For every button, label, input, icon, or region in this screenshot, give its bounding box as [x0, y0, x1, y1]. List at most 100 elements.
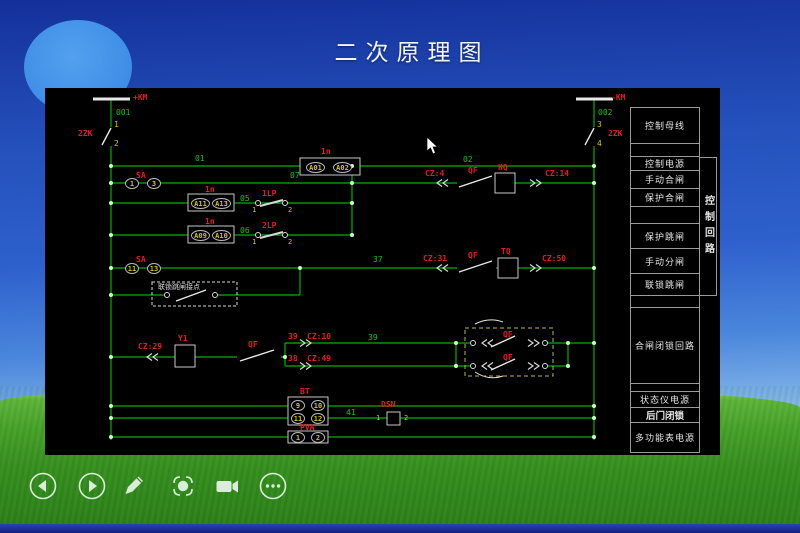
legend-row-manual-open: 手动分闸 — [630, 248, 700, 274]
terminal-number: 3 — [597, 120, 602, 129]
switch-symbols — [93, 97, 613, 379]
wire-number: 02 — [463, 155, 473, 164]
edit-button[interactable] — [117, 470, 149, 502]
device-label: 2ZK — [78, 129, 93, 138]
page-title: 二次原理图 — [334, 39, 490, 65]
more-button[interactable] — [257, 470, 289, 502]
wire-number: 07 — [290, 171, 300, 180]
terminal-number: 4 — [597, 139, 602, 148]
wire-number: 01 — [195, 154, 205, 163]
previous-button[interactable] — [27, 470, 59, 502]
connector-label: CZ:10 — [307, 332, 332, 341]
interlock-contact-box — [151, 281, 238, 307]
wire-number: 001 — [116, 108, 131, 117]
pencil-icon — [125, 476, 143, 494]
wire-number: 41 — [346, 408, 356, 417]
wire-number: 002 — [598, 108, 613, 117]
mouse-cursor — [426, 136, 439, 155]
terminal-number: 2 — [288, 238, 293, 246]
next-icon — [78, 472, 106, 500]
terminal-ellipse: 2 — [311, 432, 325, 443]
legend-row-meter-power: 多功能表电源 — [630, 422, 700, 453]
pressure-plate-symbols — [255, 199, 288, 239]
terminal-ellipse: 11 — [125, 263, 139, 274]
device-label: QF — [503, 330, 513, 339]
connector-label: CZ:31 — [423, 254, 448, 263]
wire-number: 05 — [240, 194, 250, 203]
terminal-number: 1 — [376, 414, 381, 422]
breaker-aux-contact-box — [464, 327, 554, 377]
device-label: DSN — [381, 400, 396, 409]
wire-number: 39 — [368, 333, 378, 342]
terminal-number: 2 — [114, 139, 119, 148]
terminal-number: 1 — [114, 120, 119, 129]
terminal-number: 1 — [252, 238, 257, 246]
terminal-ellipse: A13 — [212, 198, 231, 209]
device-label: SA — [136, 171, 146, 180]
device-label: 1LP — [262, 189, 277, 198]
legend-row-control-bus: 控制母线 — [630, 107, 700, 144]
wire-gap-masks — [237, 176, 496, 363]
legend-row-protect-close: 保护合闸 — [630, 188, 700, 207]
terminal-ellipse: 12 — [311, 413, 325, 424]
device-label: QF — [248, 340, 258, 349]
ellipsis-icon — [259, 472, 287, 500]
schematic-canvas: +KM 001 2ZK 1 2 -KM 002 3 2ZK 4 01 1n 07… — [45, 88, 720, 455]
connector-label: CZ:50 — [542, 254, 567, 263]
bus-label: +KM — [133, 93, 148, 102]
device-label: HQ — [498, 163, 508, 172]
interlock-box-label: 联锁跳闸接点 — [158, 283, 200, 291]
legend-row-manual-close: 手动合闸 — [630, 170, 700, 189]
legend-row-spacer — [630, 206, 700, 224]
capture-button[interactable] — [167, 470, 199, 502]
wire-number: 06 — [240, 226, 250, 235]
device-label: TQ — [501, 247, 511, 256]
taskbar — [0, 524, 800, 533]
legend-vertical-label: 控制回路 — [699, 157, 717, 296]
terminal-ellipse: A02 — [333, 162, 352, 173]
legend-row-spacer — [630, 143, 700, 157]
legend-row-control-power: 控制电源 — [630, 156, 700, 171]
device-label: QF — [468, 166, 478, 175]
device-label: BT — [300, 387, 310, 396]
device-label: PVA — [300, 423, 315, 432]
terminal-number: 38 — [288, 354, 298, 363]
bus-and-wires — [110, 100, 595, 440]
terminal-ellipse: 1 — [291, 432, 305, 443]
terminal-ellipse: 1 — [125, 178, 139, 189]
terminal-ellipse: A11 — [191, 198, 210, 209]
terminal-ellipse: A10 — [212, 230, 231, 241]
device-label: 1n — [205, 185, 215, 194]
connector-label: CZ:14 — [545, 169, 570, 178]
device-label: Y1 — [178, 334, 188, 343]
legend-row-close-lockout: 合闸闭锁回路 — [630, 307, 700, 384]
terminal-number: 39 — [288, 332, 298, 341]
legend-row-rear-door-lock: 后门闭锁 — [630, 407, 700, 423]
terminal-ellipse: 13 — [147, 263, 161, 274]
record-button[interactable] — [211, 470, 243, 502]
device-label: QF — [468, 251, 478, 260]
terminal-number: 2 — [404, 414, 409, 422]
device-label: SA — [136, 255, 146, 264]
terminal-ellipse: A09 — [191, 230, 210, 241]
connector-label: CZ:4 — [425, 169, 445, 178]
device-label: 2LP — [262, 221, 277, 230]
connector-label: CZ:49 — [307, 354, 332, 363]
terminal-ellipse: 11 — [291, 413, 305, 424]
legend-row-status-power: 状态仪电源 — [630, 391, 700, 408]
video-camera-icon — [216, 480, 238, 493]
device-label: 1n — [321, 147, 331, 156]
terminal-ellipse: 9 — [291, 400, 305, 411]
previous-icon — [29, 472, 57, 500]
legend-row-interlock-trip: 联锁跳闸 — [630, 273, 700, 296]
legend-table: 控制母线 控制电源 手动合闸 保护合闸 保护跳闸 手动分闸 联锁跳闸 合闸闭锁回… — [630, 107, 700, 453]
terminal-ellipse: 10 — [311, 400, 325, 411]
next-button[interactable] — [76, 470, 108, 502]
device-label: 1n — [205, 217, 215, 226]
legend-row-protect-trip: 保护跳闸 — [630, 223, 700, 249]
terminal-number: 2 — [288, 206, 293, 214]
terminal-ellipse: 3 — [147, 178, 161, 189]
terminal-ellipse: A01 — [306, 162, 325, 173]
terminal-number: 1 — [252, 206, 257, 214]
wire-number: 37 — [373, 255, 383, 264]
